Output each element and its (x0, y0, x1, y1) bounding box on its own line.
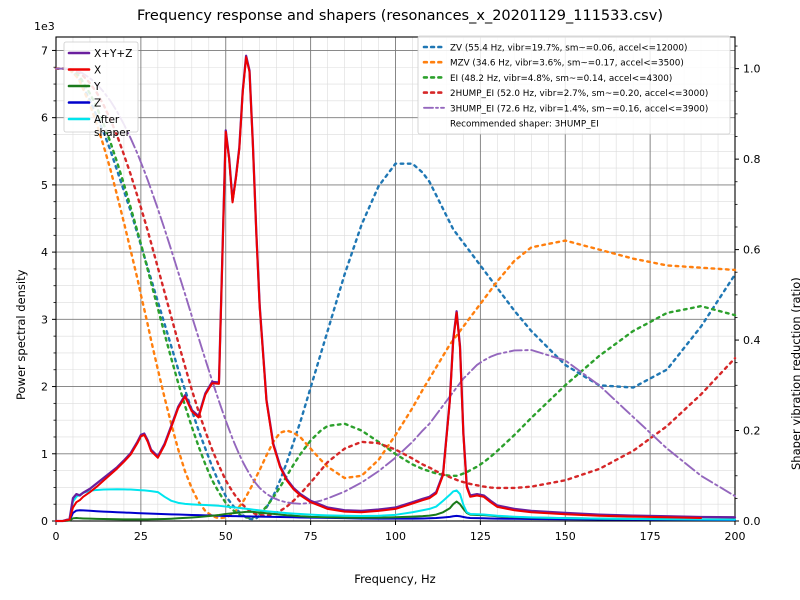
shaper-legend-label-ei: EI (48.2 Hz, vibr=4.8%, sm~=0.14, accel<… (450, 74, 672, 84)
legend-label-z: Z (94, 98, 101, 110)
shaper-legend-label-zv: ZV (55.4 Hz, vibr=19.7%, sm~=0.06, accel… (450, 44, 687, 54)
y-tick-label-left: 6 (41, 112, 48, 125)
series-line-mzv (54, 67, 737, 520)
series-line-after-shaper (55, 488, 736, 522)
x-tick-label: 150 (555, 530, 576, 543)
series-line-2hump-ei (54, 67, 737, 517)
y-tick-label-right: 0.0 (743, 515, 761, 528)
y-tick-label-right: 0.8 (743, 153, 761, 166)
y-tick-label-right: 0.2 (743, 425, 761, 438)
y-tick-label-left: 0 (41, 515, 48, 528)
series-line-zv (54, 67, 737, 521)
y-axis-exponent-label: 1e3 (34, 20, 55, 33)
shaper-legend-label-2hump-ei: 2HUMP_EI (52.0 Hz, vibr=2.7%, sm~=0.20, … (450, 89, 708, 99)
shaper-legend-label-3hump-ei: 3HUMP_EI (72.6 Hz, vibr=1.4%, sm~=0.16, … (450, 104, 708, 114)
page-title: Frequency response and shapers (resonanc… (137, 8, 663, 24)
axis-ticks: 0 25 50 75 100 125 150 175 200 0 1 2 3 4 5 6 7 0.0 0.2 0.4 0… (41, 44, 761, 543)
legend-label-x: X (94, 65, 101, 77)
y-tick-label-left: 3 (41, 313, 48, 326)
x-tick-label: 200 (725, 530, 746, 543)
y-tick-label-right: 0.4 (743, 334, 761, 347)
legend-label-after-shaper: shaper (94, 127, 131, 139)
psd-legend-box (63, 41, 139, 133)
data-series-layer (54, 54, 737, 523)
y-tick-label-left: 5 (41, 179, 48, 192)
legend-label-x-y-z: X+Y+Z (94, 48, 132, 60)
legend-label-y: Y (93, 81, 101, 93)
x-tick-label: 25 (134, 530, 148, 543)
x-tick-label: 0 (53, 530, 60, 543)
y-tick-label-right: 1.0 (743, 63, 761, 76)
x-tick-label: 100 (385, 530, 406, 543)
shaper-legend-label-mzv: MZV (34.6 Hz, vibr=3.6%, sm~=0.17, accel… (450, 59, 684, 69)
y-tick-label-right: 0.6 (743, 244, 761, 257)
y-tick-label-left: 7 (41, 44, 48, 57)
shaper-legend-box (417, 35, 731, 135)
x-axis-label: Frequency, Hz (354, 572, 436, 586)
series-line-x (55, 56, 703, 522)
y-tick-label-left: 2 (41, 381, 48, 394)
x-tick-label: 50 (219, 530, 233, 543)
x-tick-label: 75 (304, 530, 318, 543)
series-line-3hump-ei (55, 67, 736, 505)
recommended-shaper-label: Recommended shaper: 3HUMP_EI (450, 120, 599, 130)
y-tick-label-left: 4 (41, 246, 48, 259)
legend-label-after-shaper: After (94, 114, 120, 126)
x-tick-label: 175 (640, 530, 661, 543)
y-tick-label-left: 1 (41, 448, 48, 461)
series-line-z (55, 509, 736, 522)
x-tick-label: 125 (470, 530, 491, 543)
